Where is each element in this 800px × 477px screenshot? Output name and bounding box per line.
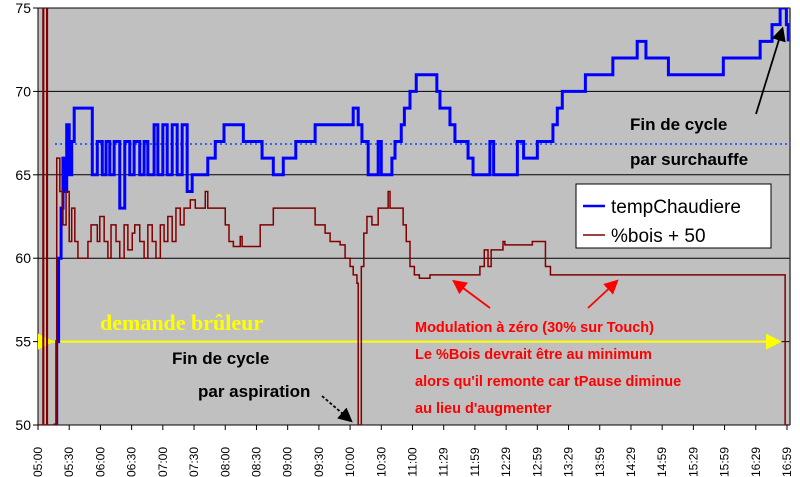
- legend-label-bois: %bois + 50: [611, 226, 706, 247]
- annotation-surchauffe-line1: Fin de cycle: [630, 115, 727, 134]
- x-tick-label: 14:29: [624, 447, 638, 477]
- reference-lines: [38, 142, 790, 350]
- arrow-aspiration: [321, 395, 353, 423]
- x-tick-label: 12:29: [499, 447, 513, 477]
- annotation-modulation-line3: alors qu'il remonte car tPause diminue: [415, 374, 681, 390]
- x-tick-label: 10:00: [343, 447, 357, 477]
- y-tick-label: 50: [15, 417, 31, 433]
- annotation-modulation-line1: Modulation à zéro (30% sur Touch): [415, 320, 654, 336]
- x-tick-label: 13:29: [562, 447, 576, 477]
- x-tick-label: 07:30: [187, 447, 201, 477]
- annotation-aspiration-line1: Fin de cycle: [172, 349, 269, 368]
- x-tick-label: 10:30: [374, 447, 388, 477]
- x-tick-label: 11:00: [406, 447, 420, 476]
- series-bois: [38, 8, 790, 425]
- series-tempchaudiere: [53, 8, 790, 425]
- x-tick-label: 12:59: [530, 447, 544, 477]
- annotation-demande-bruleur: demande brûleur: [100, 310, 263, 335]
- y-tick-label: 75: [15, 0, 31, 16]
- annotation-surchauffe-line2: par surchauffe: [630, 150, 748, 169]
- x-tick-label: 11:59: [468, 447, 482, 476]
- x-tick-label: 09:30: [312, 447, 326, 477]
- arrow-surchauffe: [755, 26, 786, 115]
- x-tick-label: 15:29: [686, 447, 700, 477]
- x-tick-label: 16:29: [749, 447, 763, 477]
- x-axis: 05:00 05:30 06:00 06:30 07:00 07:30 08:00 08:30…: [31, 424, 794, 477]
- arrow-modulation-right: [587, 279, 619, 309]
- annotation-modulation-line4: au lieu d'augmenter: [415, 401, 552, 417]
- series-group: [38, 8, 790, 425]
- x-tick-label: 07:00: [156, 447, 170, 477]
- x-tick-label: 13:59: [593, 447, 607, 477]
- x-tick-label: 14:59: [655, 447, 669, 477]
- arrow-modulation-left: [452, 279, 491, 309]
- x-tick-label: 05:00: [31, 447, 45, 477]
- legend-label-temp: tempChaudiere: [611, 197, 741, 218]
- annotation-aspiration-line2: par aspiration: [198, 382, 310, 401]
- legend: tempChaudiere %bois + 50: [575, 183, 772, 249]
- x-tick-label: 15:59: [718, 447, 732, 477]
- y-tick-label: 70: [15, 83, 31, 99]
- y-tick-label: 55: [15, 334, 31, 350]
- y-axis: 50 55 60 65 70 75: [15, 0, 39, 433]
- x-tick-label: 11:29: [437, 447, 451, 476]
- y-tick-label: 60: [15, 250, 31, 266]
- x-tick-label: 06:00: [93, 447, 107, 477]
- y-tick-label: 65: [15, 167, 31, 183]
- x-tick-label: 09:00: [281, 447, 295, 477]
- x-tick-label: 16:59: [780, 447, 794, 477]
- annotation-modulation-line2: Le %Bois devrait être au minimum: [415, 347, 652, 363]
- x-tick-label: 08:00: [218, 447, 232, 477]
- x-tick-label: 05:30: [62, 447, 76, 477]
- x-tick-label: 08:30: [249, 447, 263, 477]
- x-tick-label: 06:30: [125, 447, 139, 477]
